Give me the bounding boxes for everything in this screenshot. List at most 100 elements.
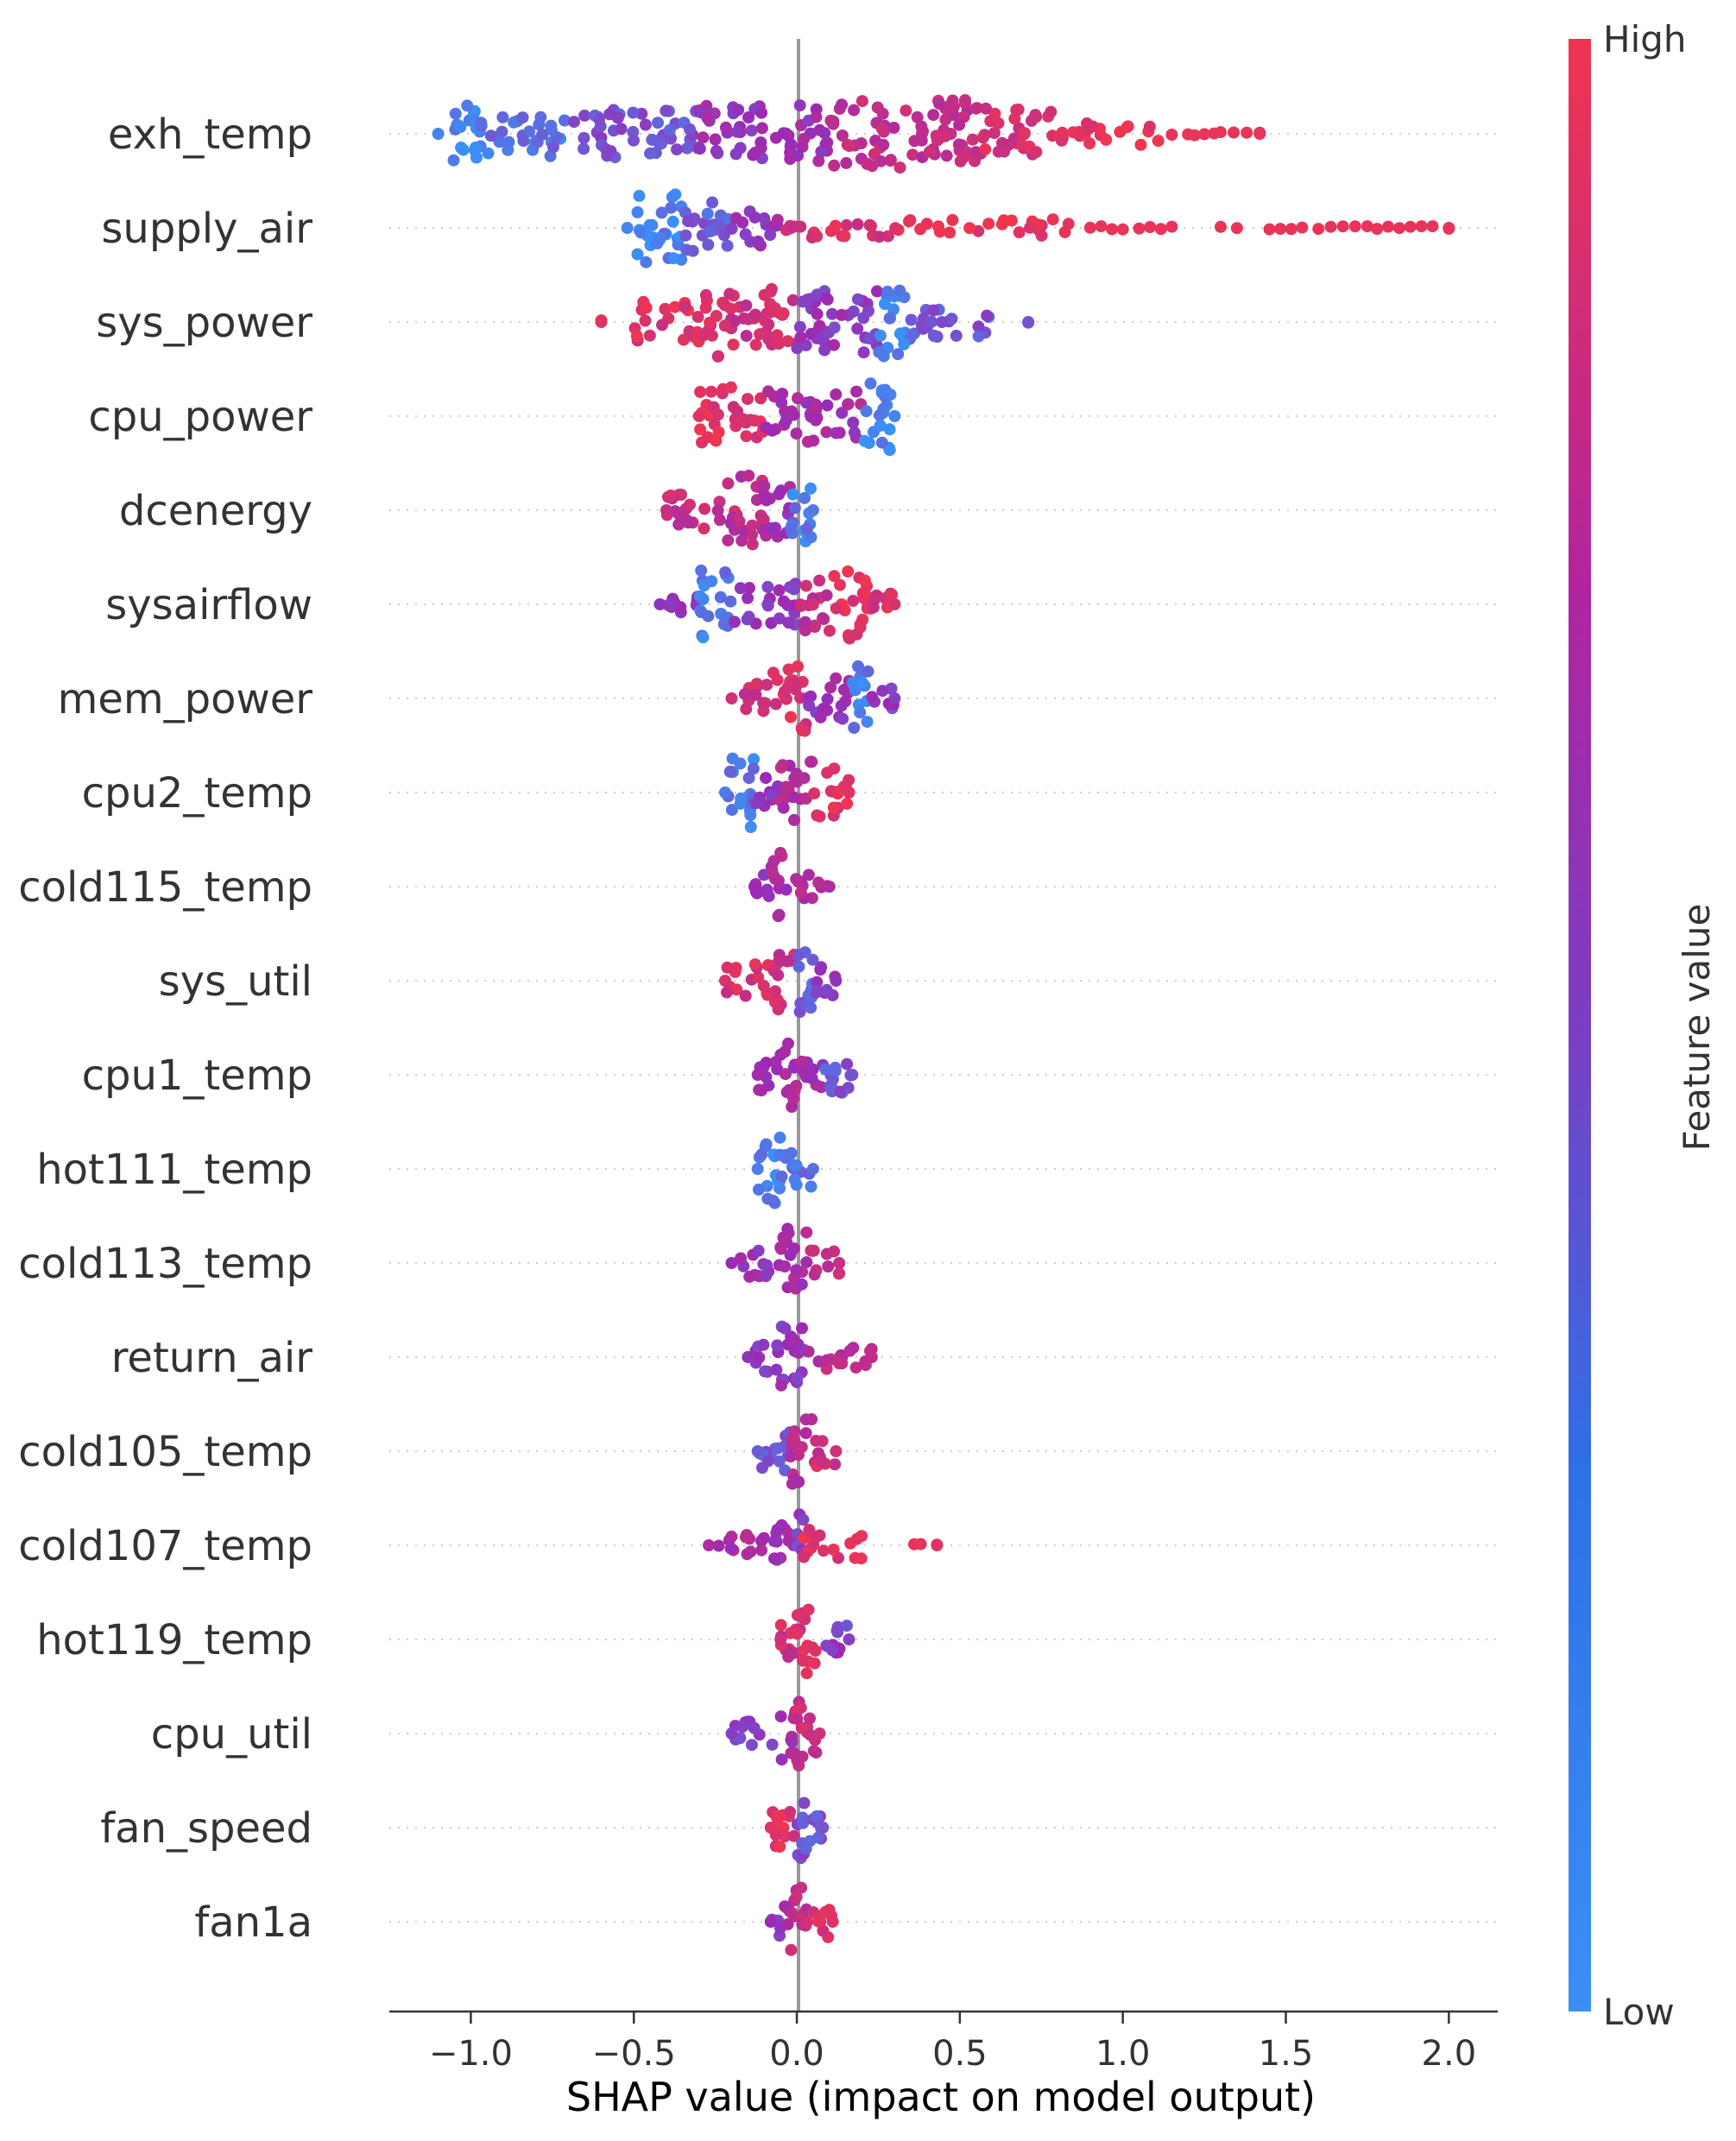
shap-point bbox=[742, 393, 754, 406]
shap-point bbox=[762, 890, 775, 903]
shap-point bbox=[651, 237, 664, 249]
shap-point bbox=[855, 677, 868, 689]
shap-point bbox=[760, 772, 773, 785]
shap-point bbox=[752, 795, 765, 808]
shap-outlier-point bbox=[1215, 126, 1227, 139]
shap-point bbox=[684, 123, 696, 136]
shap-point bbox=[927, 109, 940, 122]
shap-point bbox=[777, 127, 790, 140]
feature-row-cold107-temp bbox=[703, 1508, 944, 1566]
feature-label-mem-power: mem_power bbox=[58, 675, 313, 723]
shap-point bbox=[724, 1542, 737, 1555]
shap-point bbox=[832, 1267, 845, 1280]
shap-point bbox=[818, 344, 831, 357]
shap-min-point bbox=[725, 692, 738, 704]
shap-point bbox=[806, 598, 819, 611]
shap-point bbox=[944, 226, 956, 239]
shap-point bbox=[792, 875, 805, 888]
shap-point bbox=[745, 124, 758, 137]
shap-point bbox=[773, 1131, 786, 1144]
shap-max-point bbox=[931, 1539, 944, 1551]
shap-point bbox=[812, 155, 825, 167]
shap-outlier-point bbox=[1228, 126, 1240, 139]
shap-point bbox=[817, 703, 830, 715]
shap-point bbox=[936, 316, 949, 329]
shap-point bbox=[817, 612, 829, 625]
shap-point bbox=[790, 1891, 803, 1904]
shap-point bbox=[828, 570, 841, 583]
shap-point bbox=[755, 122, 768, 135]
shap-point bbox=[795, 1441, 808, 1454]
shap-point bbox=[776, 759, 789, 772]
shap-point bbox=[815, 961, 828, 974]
shap-point bbox=[742, 470, 755, 482]
shap-point bbox=[849, 1361, 862, 1374]
shap-point bbox=[775, 1379, 787, 1392]
shap-point bbox=[833, 426, 846, 439]
feature-row-sys-power bbox=[595, 282, 1035, 363]
shap-point bbox=[729, 616, 741, 628]
shap-point bbox=[774, 955, 786, 968]
shap-point bbox=[923, 145, 936, 158]
shap-point bbox=[855, 137, 868, 149]
shap-point bbox=[682, 516, 695, 529]
shap-point bbox=[927, 304, 940, 317]
shap-point bbox=[969, 102, 982, 115]
shap-point bbox=[903, 215, 915, 228]
shap-max-point bbox=[888, 410, 901, 422]
shap-point bbox=[766, 864, 779, 877]
x-tick-label: 1.0 bbox=[1095, 2034, 1151, 2074]
shap-point bbox=[752, 970, 765, 983]
feature-label-hot111-temp: hot111_temp bbox=[36, 1146, 312, 1194]
shap-point bbox=[784, 581, 797, 594]
shap-point bbox=[782, 616, 795, 629]
shap-point bbox=[784, 222, 796, 235]
shap-point bbox=[639, 314, 652, 327]
shap-point bbox=[734, 142, 747, 155]
shap-point bbox=[827, 801, 840, 814]
shap-point bbox=[1100, 133, 1113, 146]
shap-outlier-point bbox=[1165, 220, 1178, 233]
shap-point bbox=[659, 303, 672, 316]
shap-outlier-point bbox=[1188, 129, 1201, 142]
shap-point bbox=[646, 133, 659, 146]
shap-point bbox=[829, 1458, 842, 1471]
shap-point bbox=[628, 134, 640, 147]
shap-point bbox=[855, 1552, 868, 1565]
shap-point bbox=[898, 338, 911, 351]
shap-point bbox=[734, 582, 747, 595]
shap-max-point bbox=[843, 1633, 855, 1645]
shap-point bbox=[793, 320, 806, 333]
shap-min-point bbox=[742, 1351, 754, 1363]
shap-max-point bbox=[1253, 128, 1266, 140]
shap-point bbox=[867, 601, 880, 614]
shap-point bbox=[791, 1754, 804, 1767]
shap-point bbox=[773, 875, 785, 887]
shap-point bbox=[874, 329, 887, 342]
feature-row-hot111-temp bbox=[751, 1131, 819, 1209]
shap-point bbox=[547, 141, 559, 154]
shap-point bbox=[770, 1810, 783, 1823]
colorbar-title: Feature value bbox=[1676, 904, 1718, 1152]
shap-max-point bbox=[823, 881, 836, 893]
shap-point bbox=[760, 494, 773, 507]
shap-max-point bbox=[813, 1727, 826, 1740]
shap-point bbox=[705, 575, 718, 588]
shap-point bbox=[652, 117, 664, 129]
shap-point bbox=[850, 385, 863, 398]
shap-point bbox=[835, 699, 848, 712]
shap-point bbox=[805, 327, 817, 340]
shap-point bbox=[874, 409, 886, 421]
shap-point bbox=[704, 385, 717, 398]
shap-outlier-point bbox=[1348, 220, 1361, 233]
shap-point bbox=[1073, 129, 1086, 142]
shap-point bbox=[795, 1278, 808, 1291]
shap-point bbox=[771, 1442, 784, 1455]
shap-point bbox=[805, 755, 817, 768]
shap-point bbox=[502, 136, 515, 148]
shap-point bbox=[773, 1455, 786, 1468]
shap-point bbox=[842, 565, 855, 578]
shap-point bbox=[773, 1841, 786, 1853]
shap-point bbox=[843, 140, 855, 152]
x-tick-label: −0.5 bbox=[592, 2034, 676, 2074]
